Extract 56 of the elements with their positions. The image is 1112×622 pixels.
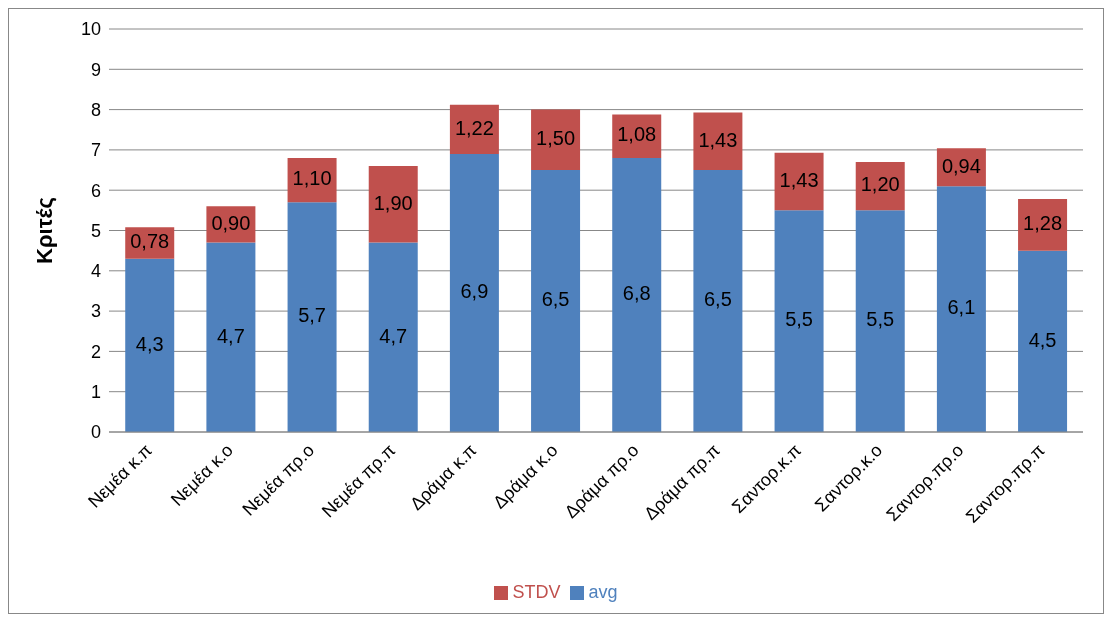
data-label: 4,3 xyxy=(135,332,164,355)
y-tick-label: 9 xyxy=(90,59,101,80)
data-label: 1,43 xyxy=(779,168,819,191)
bar xyxy=(774,152,824,211)
bar xyxy=(1018,250,1068,432)
bar xyxy=(693,112,743,171)
data-label: 5,5 xyxy=(785,308,813,331)
data-label: 5,5 xyxy=(866,308,895,331)
y-tick-label: 1 xyxy=(90,382,101,403)
data-label: 1,90 xyxy=(373,191,413,214)
y-tick-label: 0 xyxy=(90,422,101,443)
data-label: 4,7 xyxy=(379,324,408,347)
bar xyxy=(774,210,824,432)
bar xyxy=(368,242,418,432)
data-label: 1,28 xyxy=(1023,212,1063,235)
data-label: 6,5 xyxy=(703,288,732,311)
data-label: 4,7 xyxy=(216,324,245,347)
legend-label: STDV xyxy=(512,582,561,602)
data-label: 1,50 xyxy=(536,127,576,150)
bar xyxy=(125,258,175,432)
y-tick-label: 2 xyxy=(90,341,101,362)
bar xyxy=(449,153,499,432)
bar xyxy=(693,170,743,432)
data-label: 1,08 xyxy=(617,123,657,146)
data-label: 0,78 xyxy=(130,230,170,253)
bar xyxy=(368,166,418,243)
y-tick-label: 6 xyxy=(90,180,101,201)
y-tick-label: 7 xyxy=(90,140,101,161)
bar xyxy=(531,109,581,171)
data-label: 0,94 xyxy=(941,154,981,177)
data-label: 1,10 xyxy=(292,167,332,190)
bar xyxy=(206,242,256,432)
y-axis-title: Κριτές xyxy=(31,197,57,264)
data-label: 0,90 xyxy=(211,211,251,234)
bar xyxy=(449,104,499,154)
data-label: 6,9 xyxy=(460,280,489,303)
y-tick-label: 8 xyxy=(90,99,101,120)
y-tick-label: 4 xyxy=(90,261,101,282)
bar xyxy=(612,157,662,432)
data-label: 1,43 xyxy=(698,128,738,151)
data-label: 6,1 xyxy=(947,296,976,319)
data-label: 1,22 xyxy=(454,116,494,139)
y-tick-label: 3 xyxy=(90,301,101,322)
bar xyxy=(287,202,337,432)
y-tick-label: 5 xyxy=(90,220,101,241)
data-label: 4,5 xyxy=(1028,328,1057,351)
legend-label: avg xyxy=(588,582,618,602)
data-label: 6,5 xyxy=(541,288,570,311)
bar xyxy=(531,170,581,432)
y-tick-label: 10 xyxy=(80,19,101,40)
bar xyxy=(1018,199,1068,251)
data-label: 1,20 xyxy=(860,173,900,196)
data-label: 6,8 xyxy=(622,282,651,305)
bar xyxy=(936,186,986,432)
bar xyxy=(855,210,905,432)
data-label: 5,7 xyxy=(298,304,326,327)
